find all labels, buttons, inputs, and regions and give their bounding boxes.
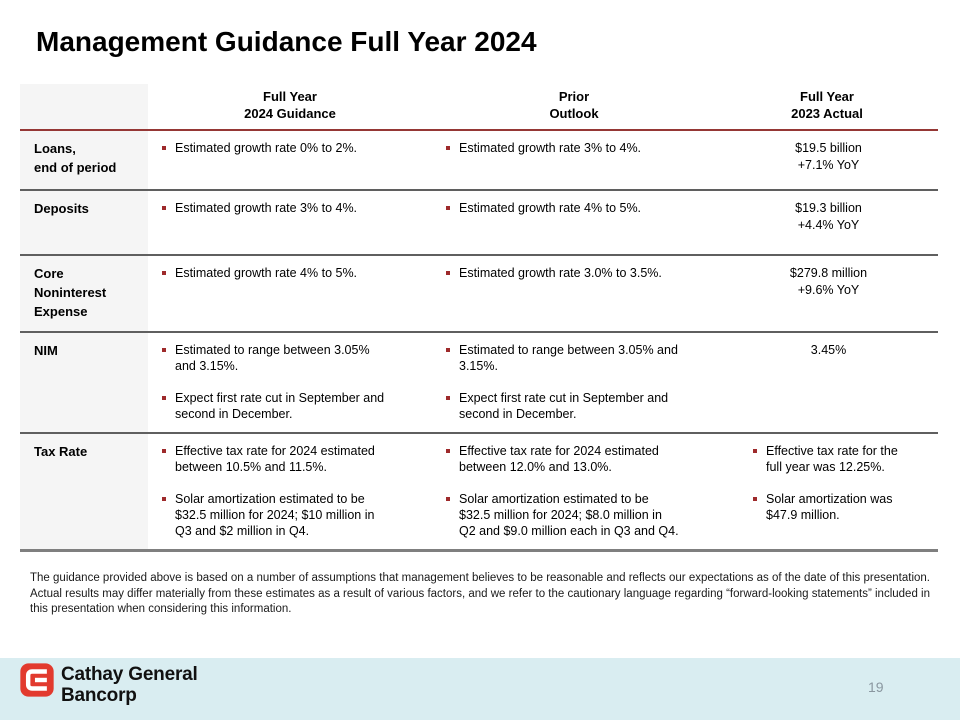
bullet-icon — [446, 206, 450, 210]
table-row-nim: NIM Estimated to range between 3.05% and… — [20, 331, 938, 433]
nim-guidance-cell: Estimated to range between 3.05% and 3.1… — [148, 331, 432, 433]
bullet-item: Solar amortization estimated to be $32.5… — [161, 491, 422, 539]
table-header-2023-actual: Full Year 2023 Actual — [716, 84, 938, 131]
row-label-loans: Loans, end of period — [20, 130, 148, 190]
bullet-item: Expect first rate cut in September and s… — [445, 390, 706, 422]
loans-guidance-cell: Estimated growth rate 0% to 2%. — [148, 130, 432, 190]
bullet-icon — [162, 348, 166, 352]
bullet-icon — [753, 497, 757, 501]
bullet-item: Effective tax rate for 2024 estimated be… — [445, 443, 706, 475]
bullet-item: Estimated growth rate 3% to 4%. — [445, 140, 706, 156]
tax-prior-cell: Effective tax rate for 2024 estimated be… — [432, 432, 716, 552]
bullet-icon — [753, 449, 757, 453]
row-label-nim: NIM — [20, 331, 148, 433]
bullet-text: Solar amortization estimated to be $32.5… — [459, 492, 679, 538]
tax-guidance-cell: Effective tax rate for 2024 estimated be… — [148, 432, 432, 552]
bullet-text: Estimated to range between 3.05% and 3.1… — [175, 343, 370, 373]
bullet-item: Estimated growth rate 0% to 2%. — [161, 140, 422, 156]
bullet-text: Estimated to range between 3.05% and 3.1… — [459, 343, 678, 373]
bullet-icon — [162, 449, 166, 453]
bullet-item: Estimated growth rate 4% to 5%. — [445, 200, 706, 216]
bullet-text: Solar amortization estimated to be $32.5… — [175, 492, 375, 538]
row-label-deposits: Deposits — [20, 189, 148, 255]
bullet-text: Expect first rate cut in September and s… — [459, 391, 669, 421]
bullet-item: Estimated to range between 3.05% and 3.1… — [161, 342, 422, 374]
table-row-loans: Loans, end of period Estimated growth ra… — [20, 130, 938, 190]
table-header-row: Full Year 2024 Guidance Prior Outlook Fu… — [20, 84, 938, 131]
bullet-item: Solar amortization estimated to be $32.5… — [445, 491, 706, 539]
bullet-text: Estimated growth rate 3.0% to 3.5%. — [459, 266, 662, 280]
footer-bar: Cathay General Bancorp 19 — [0, 658, 960, 720]
bullet-item: Estimated growth rate 3% to 4%. — [161, 200, 422, 216]
loans-actual-value: $19.5 billion +7.1% YoY — [795, 141, 862, 172]
bullet-icon — [446, 497, 450, 501]
company-name: Cathay General Bancorp — [61, 664, 198, 706]
bullet-icon — [162, 497, 166, 501]
bullet-icon — [162, 206, 166, 210]
core-guidance-cell: Estimated growth rate 4% to 5%. — [148, 254, 432, 332]
bullet-text: Solar amortization was $47.9 million. — [766, 492, 893, 522]
deposits-prior-cell: Estimated growth rate 4% to 5%. — [432, 189, 716, 255]
bullet-icon — [446, 271, 450, 275]
bullet-item: Effective tax rate for the full year was… — [752, 443, 928, 475]
bullet-text: Estimated growth rate 0% to 2%. — [175, 141, 358, 155]
table-header-prior-outlook: Prior Outlook — [432, 84, 716, 131]
table-header-2024-guidance: Full Year 2024 Guidance — [148, 84, 432, 131]
deposits-guidance-cell: Estimated growth rate 3% to 4%. — [148, 189, 432, 255]
tax-actual-cell: Effective tax rate for the full year was… — [716, 432, 938, 552]
bullet-text: Expect first rate cut in September and s… — [175, 391, 385, 421]
bullet-icon — [446, 396, 450, 400]
bullet-text: Estimated growth rate 3% to 4%. — [459, 141, 642, 155]
bullet-item: Estimated to range between 3.05% and 3.1… — [445, 342, 706, 374]
bullet-icon — [162, 146, 166, 150]
table-row-deposits: Deposits Estimated growth rate 3% to 4%.… — [20, 189, 938, 255]
bullet-text: Effective tax rate for the full year was… — [766, 444, 898, 474]
bullet-item: Estimated growth rate 3.0% to 3.5%. — [445, 265, 706, 281]
cathay-logo-icon — [20, 663, 54, 697]
bullet-item: Solar amortization was $47.9 million. — [752, 491, 928, 523]
bullet-text: Effective tax rate for 2024 estimated be… — [175, 444, 375, 474]
table-row-tax-rate: Tax Rate Effective tax rate for 2024 est… — [20, 432, 938, 552]
bullet-icon — [446, 449, 450, 453]
bullet-icon — [162, 396, 166, 400]
page-number: 19 — [868, 679, 884, 695]
bullet-item: Effective tax rate for 2024 estimated be… — [161, 443, 422, 475]
row-label-core-noninterest-expense: Core Noninterest Expense — [20, 254, 148, 332]
core-actual-value: $279.8 million +9.6% YoY — [716, 254, 938, 332]
loans-prior-cell: Estimated growth rate 3% to 4%. — [432, 130, 716, 190]
guidance-table: Full Year 2024 Guidance Prior Outlook Fu… — [20, 84, 938, 552]
bullet-icon — [162, 271, 166, 275]
footnote: The guidance provided above is based on … — [30, 572, 930, 615]
nim-prior-cell: Estimated to range between 3.05% and 3.1… — [432, 331, 716, 433]
nim-actual-value: 3.45% — [716, 331, 938, 433]
bullet-item: Estimated growth rate 4% to 5%. — [161, 265, 422, 281]
page-title: Management Guidance Full Year 2024 — [36, 26, 537, 57]
row-label-tax-rate: Tax Rate — [20, 432, 148, 552]
bullet-icon — [446, 146, 450, 150]
table-header-corner — [20, 84, 148, 131]
table-row-core-noninterest-expense: Core Noninterest Expense Estimated growt… — [20, 254, 938, 332]
bullet-text: Estimated growth rate 3% to 4%. — [175, 201, 358, 215]
bullet-text: Effective tax rate for 2024 estimated be… — [459, 444, 659, 474]
bullet-text: Estimated growth rate 4% to 5%. — [175, 266, 358, 280]
core-prior-cell: Estimated growth rate 3.0% to 3.5%. — [432, 254, 716, 332]
deposits-actual-value: $19.3 billion +4.4% YoY — [716, 189, 938, 255]
bullet-item: Expect first rate cut in September and s… — [161, 390, 422, 422]
bullet-icon — [446, 348, 450, 352]
bullet-text: Estimated growth rate 4% to 5%. — [459, 201, 642, 215]
